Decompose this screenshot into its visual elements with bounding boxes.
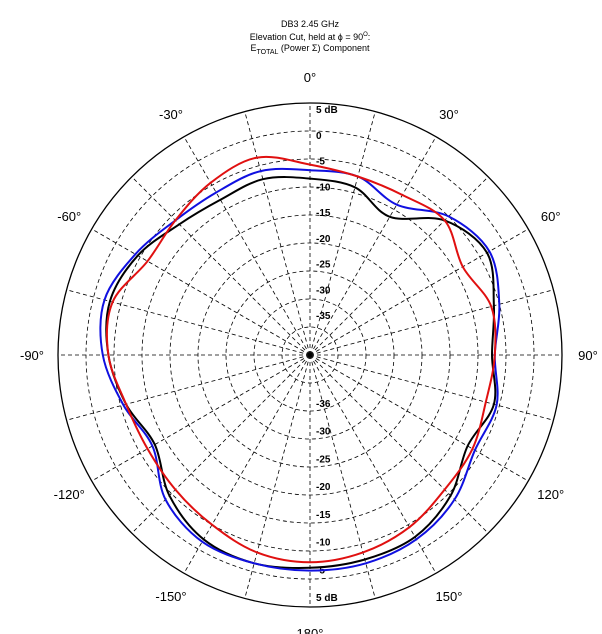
grid-spoke <box>131 176 311 356</box>
angle-label: 90° <box>578 348 598 363</box>
grid-spoke <box>91 354 311 482</box>
grid-spoke <box>131 354 311 534</box>
angle-label: -120° <box>54 487 85 502</box>
radial-tick-label-bottom: -15 <box>316 510 331 521</box>
series-line <box>99 167 501 572</box>
grid-spoke <box>309 136 437 356</box>
chart-subtitle-line1: Elevation Cut, held at ϕ = 90O: <box>150 30 470 43</box>
radial-tick-label-top: -30 <box>316 285 331 296</box>
grid-spoke <box>244 111 311 356</box>
grid-spoke <box>91 228 311 356</box>
chart-subtitle-line1-sup: O <box>363 32 368 38</box>
angle-label: -60° <box>57 209 81 224</box>
grid-spoke <box>309 289 554 356</box>
angle-label: 60° <box>541 209 561 224</box>
radial-tick-label-top: -20 <box>316 234 331 245</box>
radial-tick-label-top: 5 dB <box>316 105 338 116</box>
chart-subtitle-line2-rest: (Power Σ) Component <box>278 43 370 53</box>
grid-spoke <box>309 354 554 421</box>
chart-subtitle-line1-end: : <box>367 32 371 42</box>
grid-spoke <box>309 354 376 599</box>
grid-spoke <box>309 354 489 534</box>
chart-title: DB3 2.45 GHz <box>280 19 340 29</box>
radial-tick-label-top: -15 <box>316 208 331 219</box>
angle-label: -150° <box>155 589 186 604</box>
radial-tick-label-top: -5 <box>316 157 325 168</box>
angle-label: -30° <box>159 107 183 122</box>
angle-label: 180° <box>297 626 324 634</box>
grid-spoke <box>66 289 311 356</box>
grid-spoke <box>244 354 311 599</box>
grid-spoke <box>183 136 311 356</box>
angle-label: 0° <box>304 70 316 85</box>
radial-tick-label-bottom: -10 <box>316 538 331 549</box>
radial-tick-label-bottom: -36 <box>316 399 331 410</box>
grid-spoke <box>309 111 376 356</box>
chart-title-block: DB3 2.45 GHz Elevation Cut, held at ϕ = … <box>150 19 470 58</box>
radial-tick-label-top: 0 <box>316 131 322 142</box>
grid-spoke <box>309 354 529 482</box>
angle-label: 30° <box>439 107 459 122</box>
radial-tick-label-bottom: -30 <box>316 427 331 438</box>
radial-tick-label-top: -10 <box>316 182 331 193</box>
angle-label: 150° <box>436 589 463 604</box>
angle-label: 120° <box>537 487 564 502</box>
grid-spoke <box>309 176 489 356</box>
chart-subtitle-line2-sub: TOTAL <box>256 48 279 56</box>
chart-subtitle-line2-main: E <box>250 43 257 53</box>
grid-spoke <box>309 228 529 356</box>
chart-subtitle-line1-text: Elevation Cut, held at ϕ = 90 <box>249 32 364 42</box>
outer-ring <box>57 102 563 608</box>
angle-label: -90° <box>20 348 44 363</box>
series-line <box>105 176 497 570</box>
radial-tick-label-top: -25 <box>316 260 331 271</box>
radial-tick-label-bottom: -20 <box>316 482 331 493</box>
grid-spoke <box>66 354 311 421</box>
radial-tick-label-bottom: 5 dB <box>316 593 338 604</box>
radial-tick-label-top: -35 <box>316 311 331 322</box>
chart-subtitle-line2: ETOTAL (Power Σ) Component <box>150 43 470 58</box>
series-line <box>105 155 497 564</box>
radial-tick-label-bottom: -25 <box>316 454 331 465</box>
grid-spoke <box>183 354 311 574</box>
